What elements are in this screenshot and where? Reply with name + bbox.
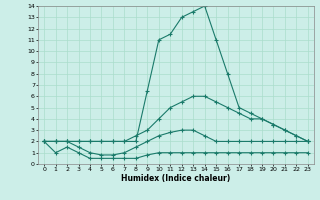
X-axis label: Humidex (Indice chaleur): Humidex (Indice chaleur) [121,174,231,183]
